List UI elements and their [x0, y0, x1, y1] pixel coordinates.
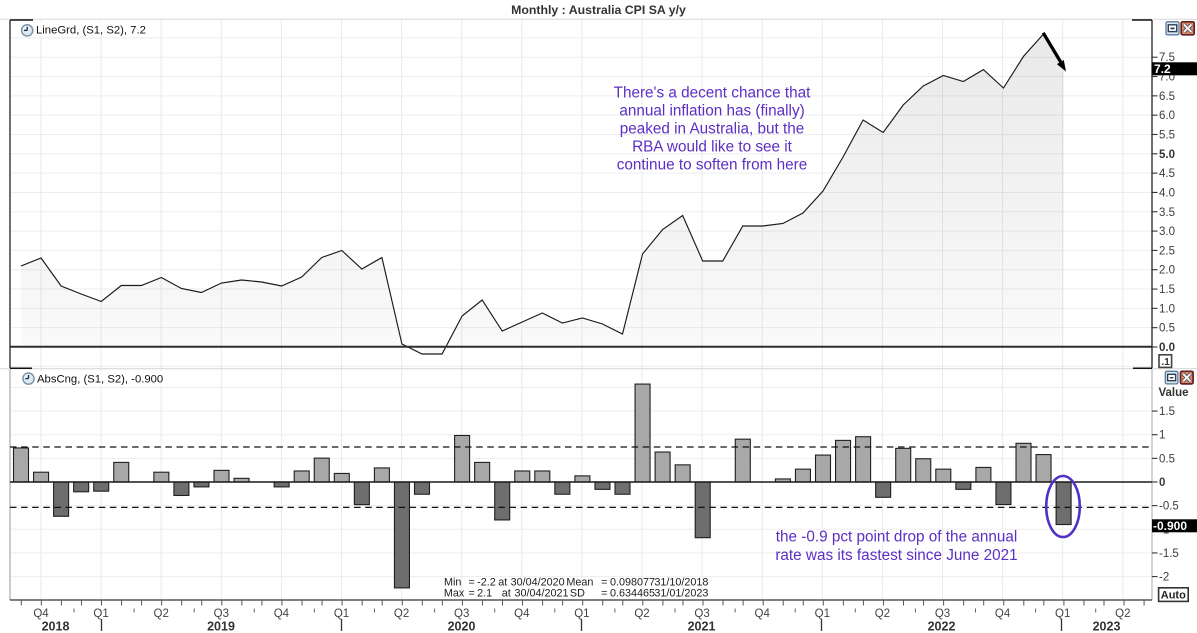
svg-text:2.1: 2.1 — [477, 588, 492, 600]
svg-text:Q4: Q4 — [995, 608, 1011, 620]
svg-text:5.5: 5.5 — [1159, 129, 1175, 141]
svg-text:=: = — [469, 588, 475, 600]
svg-text:Q3: Q3 — [454, 608, 469, 620]
svg-text:Q4: Q4 — [755, 608, 771, 620]
svg-text:2022: 2022 — [928, 620, 956, 633]
svg-text:continue to soften from here: continue to soften from here — [617, 156, 807, 173]
svg-text:LineGrd, (S1, S2), 7.2: LineGrd, (S1, S2), 7.2 — [36, 25, 146, 37]
svg-text:There's a decent chance that: There's a decent chance that — [614, 85, 812, 102]
svg-text:0: 0 — [1159, 477, 1165, 489]
svg-text:Max: Max — [444, 588, 465, 600]
svg-text:1.0: 1.0 — [1159, 303, 1175, 315]
svg-text:4.0: 4.0 — [1159, 187, 1175, 199]
svg-text:3.0: 3.0 — [1159, 226, 1175, 238]
svg-text:Monthly : Australia CPI SA y/y: Monthly : Australia CPI SA y/y — [511, 3, 686, 17]
svg-text:Q4: Q4 — [33, 608, 49, 620]
svg-text:31/01/2023: 31/01/2023 — [654, 588, 708, 600]
svg-text:Q2: Q2 — [154, 608, 169, 620]
svg-text:Q2: Q2 — [1115, 608, 1130, 620]
svg-text:peaked in Australia, but the: peaked in Australia, but the — [620, 121, 805, 138]
svg-text:Q2: Q2 — [634, 608, 649, 620]
svg-text:2023: 2023 — [1093, 620, 1121, 633]
svg-text:0.0: 0.0 — [1159, 342, 1175, 354]
svg-text:-0.900: -0.900 — [1153, 519, 1187, 533]
svg-text:6.0: 6.0 — [1159, 110, 1175, 122]
svg-text:=: = — [601, 577, 607, 589]
svg-text:2020: 2020 — [448, 620, 476, 633]
svg-text:the -0.9 pct point drop of the: the -0.9 pct point drop of the annual — [776, 529, 1018, 546]
svg-text:RBA would like to see it: RBA would like to see it — [632, 138, 793, 155]
svg-text:0.5: 0.5 — [1159, 323, 1175, 335]
svg-text:7.2: 7.2 — [1154, 62, 1171, 76]
svg-text:2018: 2018 — [42, 620, 70, 633]
svg-text:30/04/2021: 30/04/2021 — [515, 588, 569, 600]
svg-text:1: 1 — [1159, 430, 1165, 442]
svg-text:=: = — [601, 588, 607, 600]
svg-text:4.5: 4.5 — [1159, 168, 1175, 180]
svg-text:annual inflation has (finally): annual inflation has (finally) — [619, 103, 804, 120]
svg-text:SD: SD — [570, 588, 585, 600]
svg-text:7.5: 7.5 — [1159, 52, 1175, 64]
svg-text:1.5: 1.5 — [1159, 406, 1175, 418]
svg-text:at: at — [502, 588, 511, 600]
svg-text:Min: Min — [444, 577, 461, 589]
svg-text:Q2: Q2 — [394, 608, 409, 620]
svg-text:at: at — [498, 577, 507, 589]
svg-text:Q2: Q2 — [875, 608, 890, 620]
svg-text:6.5: 6.5 — [1159, 91, 1175, 103]
svg-text:AbsCng, (S1, S2), -0.900: AbsCng, (S1, S2), -0.900 — [37, 374, 163, 386]
svg-text:-2: -2 — [1159, 572, 1169, 584]
svg-text:Q4: Q4 — [514, 608, 530, 620]
svg-text:0.5: 0.5 — [1159, 453, 1175, 465]
svg-text:2.0: 2.0 — [1159, 265, 1175, 277]
svg-text:3.5: 3.5 — [1159, 207, 1175, 219]
svg-text:-0.5: -0.5 — [1159, 501, 1179, 513]
svg-text:=: = — [469, 577, 475, 589]
svg-text:5.0: 5.0 — [1159, 149, 1175, 161]
svg-text:Q1: Q1 — [93, 608, 108, 620]
svg-text:Auto: Auto — [1161, 589, 1186, 601]
svg-text:Q3: Q3 — [935, 608, 950, 620]
svg-text:Q3: Q3 — [214, 608, 229, 620]
svg-text:Value: Value — [1159, 387, 1189, 399]
svg-text:-2.2: -2.2 — [477, 577, 496, 589]
svg-text:Q1: Q1 — [1055, 608, 1070, 620]
svg-text:2.5: 2.5 — [1159, 245, 1175, 257]
svg-text:1.5: 1.5 — [1159, 284, 1175, 296]
svg-text:31/10/2018: 31/10/2018 — [654, 577, 708, 589]
svg-text:30/04/2020: 30/04/2020 — [511, 577, 565, 589]
svg-text:Q1: Q1 — [815, 608, 830, 620]
svg-text:2021: 2021 — [688, 620, 716, 633]
svg-text:0.634465: 0.634465 — [610, 588, 655, 600]
svg-text:0.098077: 0.098077 — [610, 577, 655, 589]
svg-text:Q4: Q4 — [274, 608, 290, 620]
svg-text:Mean: Mean — [566, 577, 593, 589]
svg-text:Q3: Q3 — [694, 608, 709, 620]
svg-text:Q1: Q1 — [334, 608, 349, 620]
svg-text:rate was its fastest since Jun: rate was its fastest since June 2021 — [775, 547, 1017, 564]
svg-text:.1: .1 — [1162, 357, 1171, 368]
svg-text:Q1: Q1 — [574, 608, 589, 620]
svg-text:-1.5: -1.5 — [1159, 548, 1179, 560]
svg-text:2019: 2019 — [207, 620, 235, 633]
